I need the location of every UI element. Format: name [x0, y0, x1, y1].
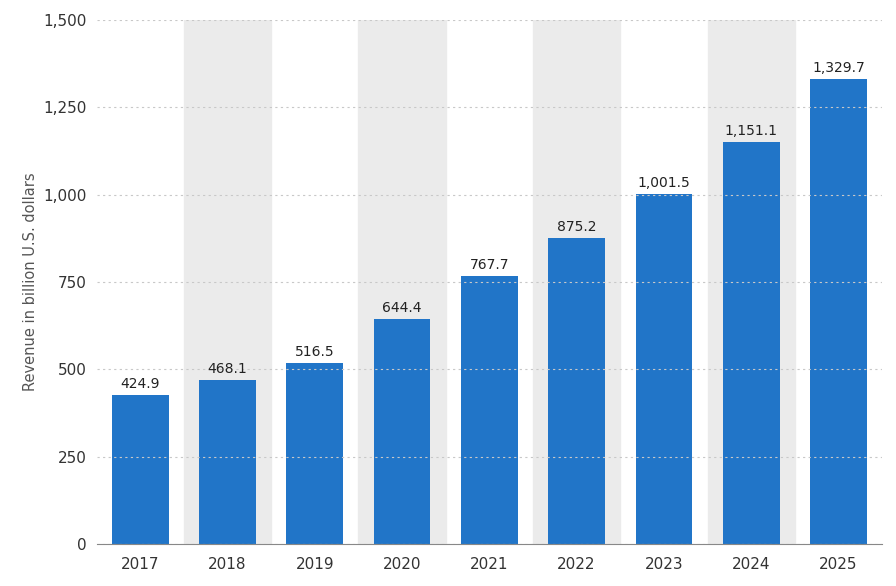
Bar — [548, 238, 605, 544]
Text: 1,001.5: 1,001.5 — [638, 176, 690, 190]
Text: 516.5: 516.5 — [295, 345, 334, 359]
Bar — [723, 142, 780, 544]
Bar — [810, 79, 866, 544]
Bar — [184, 20, 271, 544]
Bar — [112, 396, 168, 544]
Bar — [287, 363, 343, 544]
Text: 875.2: 875.2 — [556, 220, 597, 234]
Text: 1,329.7: 1,329.7 — [812, 61, 865, 75]
Bar — [461, 276, 518, 544]
Text: 1,151.1: 1,151.1 — [725, 124, 778, 138]
Bar — [635, 194, 693, 544]
Bar — [358, 20, 445, 544]
Text: 424.9: 424.9 — [120, 377, 159, 391]
Bar — [374, 319, 430, 544]
Text: 468.1: 468.1 — [208, 362, 247, 376]
Bar — [708, 20, 795, 544]
Y-axis label: Revenue in billion U.S. dollars: Revenue in billion U.S. dollars — [23, 173, 38, 391]
Bar — [533, 20, 620, 544]
Text: 644.4: 644.4 — [383, 301, 422, 315]
Bar — [199, 380, 255, 544]
Text: 767.7: 767.7 — [470, 257, 509, 271]
